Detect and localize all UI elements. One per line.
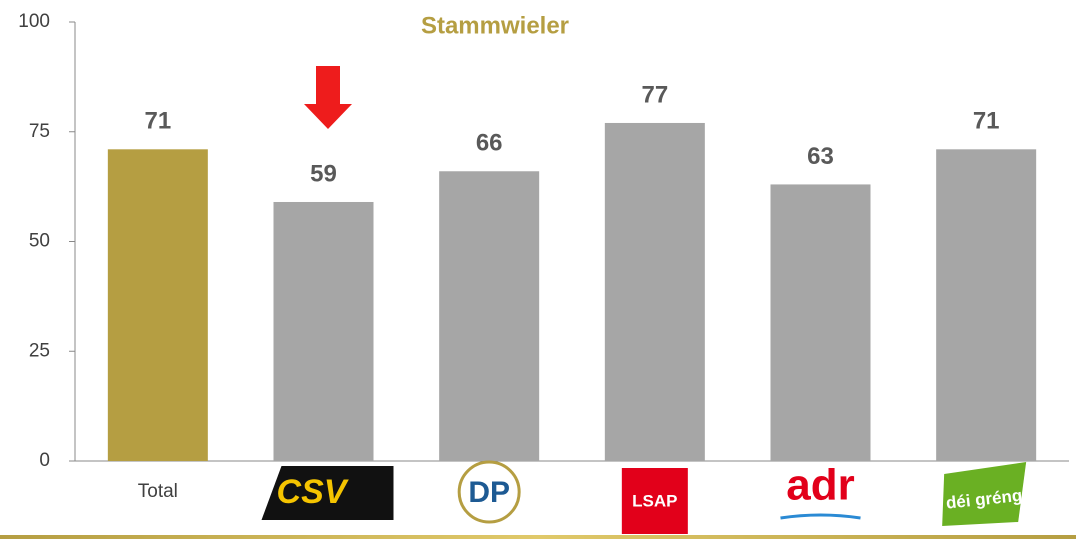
- value-label: 63: [807, 143, 834, 170]
- y-tick-label: 0: [39, 450, 50, 471]
- bar: [273, 201, 374, 462]
- bar: [936, 149, 1037, 461]
- logo-bg: [942, 462, 1027, 526]
- y-tick-label: 50: [29, 231, 50, 252]
- logo-bg: [621, 468, 688, 534]
- bar: [770, 184, 871, 461]
- bar: [439, 171, 540, 461]
- chart-title: Stammwieler: [421, 12, 569, 39]
- y-tick-label: 100: [18, 11, 50, 32]
- logo-text: adr: [786, 461, 854, 510]
- logo-wave: [780, 513, 861, 520]
- logo-bg: [261, 466, 394, 520]
- logo-text: DP: [468, 476, 510, 509]
- logo-bg: [457, 460, 521, 524]
- value-label: 77: [641, 81, 668, 108]
- arrow: [304, 66, 352, 129]
- y-tick-label: 25: [29, 340, 50, 361]
- value-label: 71: [144, 108, 171, 135]
- bar: [107, 149, 208, 461]
- value-label: 59: [310, 160, 337, 187]
- value-label: 66: [476, 130, 503, 157]
- value-label: 71: [973, 108, 1000, 135]
- bottom-rule: [0, 535, 1076, 539]
- logo-text: CSV: [277, 473, 350, 511]
- logo-text: LSAP: [632, 491, 677, 510]
- bar: [604, 122, 705, 461]
- x-tick-label: Total: [138, 481, 178, 502]
- y-tick-label: 75: [29, 121, 50, 142]
